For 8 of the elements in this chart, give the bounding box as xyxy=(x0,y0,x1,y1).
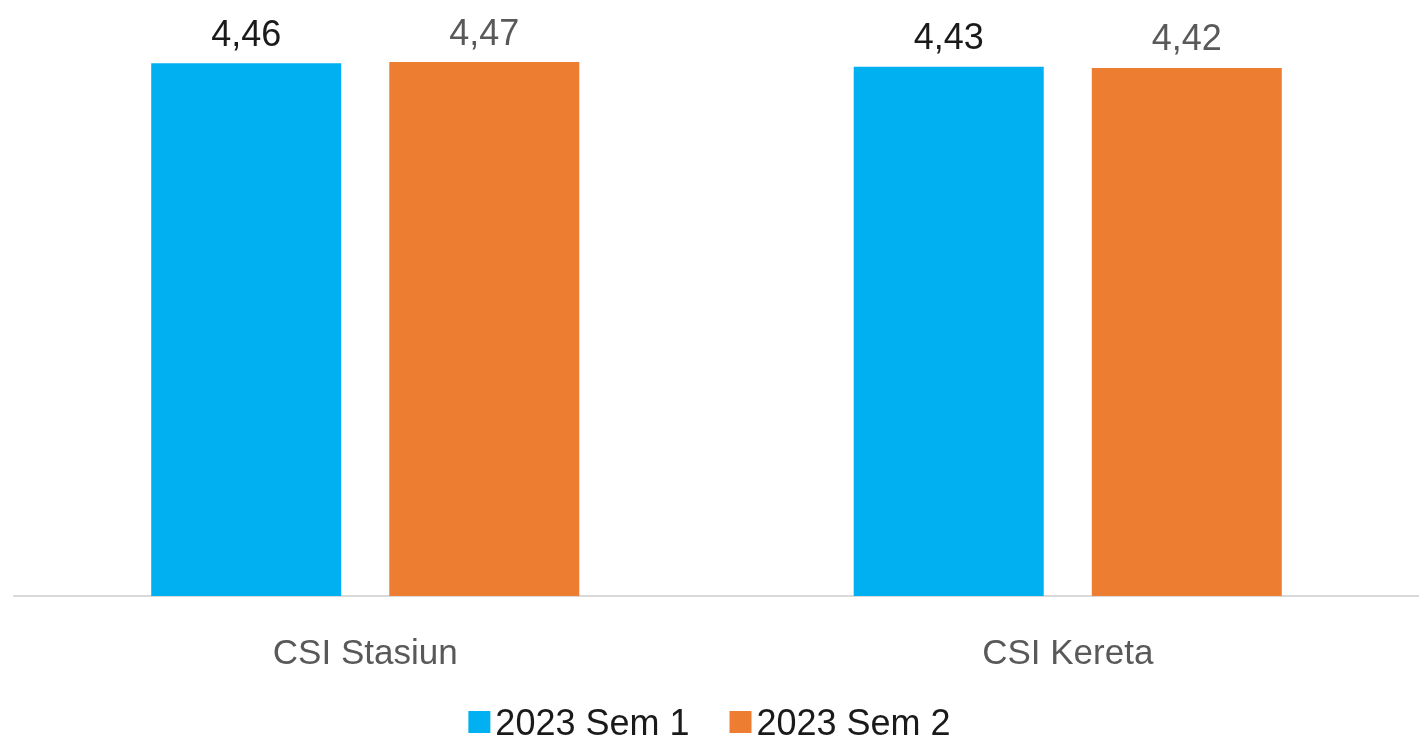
legend-label: 2023 Sem 1 xyxy=(495,701,690,743)
data-label: 4,46 xyxy=(211,12,282,54)
data-label: 4,42 xyxy=(1151,17,1222,59)
data-label: 4,43 xyxy=(913,16,984,58)
x-tick-label: CSI Kereta xyxy=(982,632,1154,671)
data-label: 4,47 xyxy=(449,11,520,53)
x-tick-label: CSI Stasiun xyxy=(272,632,458,671)
legend-label: 2023 Sem 2 xyxy=(756,701,951,743)
